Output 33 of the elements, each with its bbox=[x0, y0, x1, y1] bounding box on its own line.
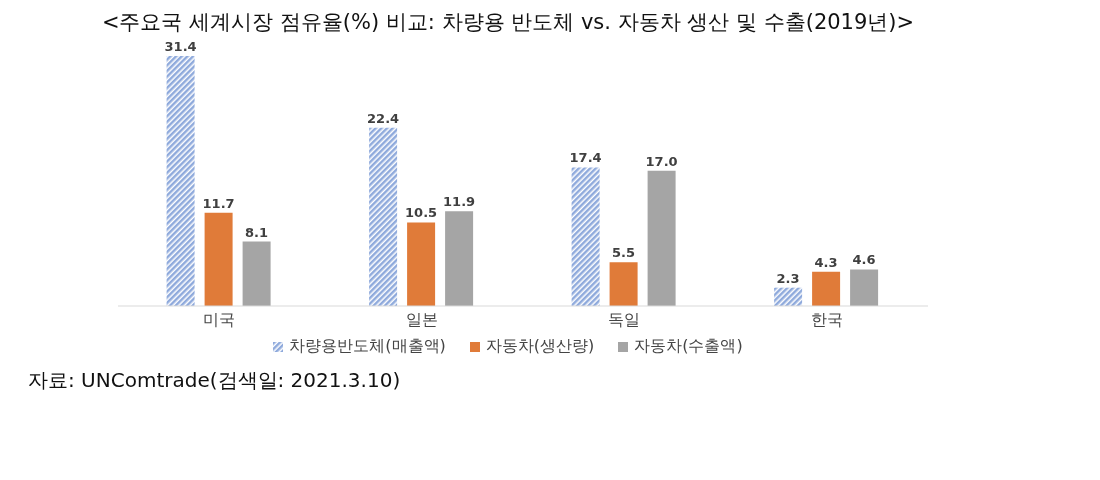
x-tick-label: 일본 bbox=[405, 310, 438, 330]
data-label: 2.3 bbox=[776, 270, 800, 286]
data-label: 10.5 bbox=[405, 205, 438, 221]
bar bbox=[774, 287, 803, 306]
data-label: 4.3 bbox=[814, 254, 838, 270]
data-label: 17.0 bbox=[645, 153, 678, 169]
x-tick-label: 미국 bbox=[203, 310, 236, 330]
text: 자료: UNComtrade(검색일: 2021.3.10) bbox=[28, 367, 402, 394]
data-label: 4.6 bbox=[852, 252, 876, 268]
legend-label: 자동차(수출액) bbox=[633, 336, 743, 357]
bar bbox=[812, 271, 841, 306]
bar bbox=[166, 56, 195, 306]
bar bbox=[609, 262, 638, 306]
data-label: 5.5 bbox=[612, 245, 636, 261]
data-label: 11.9 bbox=[443, 194, 476, 210]
bar bbox=[204, 212, 233, 306]
bar bbox=[242, 241, 271, 306]
legend-label: 자동차(생산량) bbox=[484, 336, 595, 357]
data-label: 31.4 bbox=[164, 39, 197, 54]
x-tick-label: 독일 bbox=[608, 310, 641, 330]
bar bbox=[571, 167, 600, 306]
bar bbox=[850, 269, 879, 306]
data-label: 22.4 bbox=[367, 110, 400, 126]
bar bbox=[647, 170, 676, 306]
chart-title: <주요국 세계시장 점유율(%) 비교: 차량용 반도체 vs. 자동차 생산 및 수출(2019년)> bbox=[100, 9, 916, 36]
bar bbox=[445, 211, 474, 306]
data-label: 11.7 bbox=[202, 195, 235, 211]
x-tick-label: 한국 bbox=[810, 310, 843, 330]
bar bbox=[407, 222, 436, 306]
bar bbox=[369, 127, 398, 306]
data-label: 8.1 bbox=[245, 224, 269, 240]
data-label: 17.4 bbox=[569, 150, 602, 166]
legend-label: 차량용반도체(매출액) bbox=[288, 336, 446, 357]
